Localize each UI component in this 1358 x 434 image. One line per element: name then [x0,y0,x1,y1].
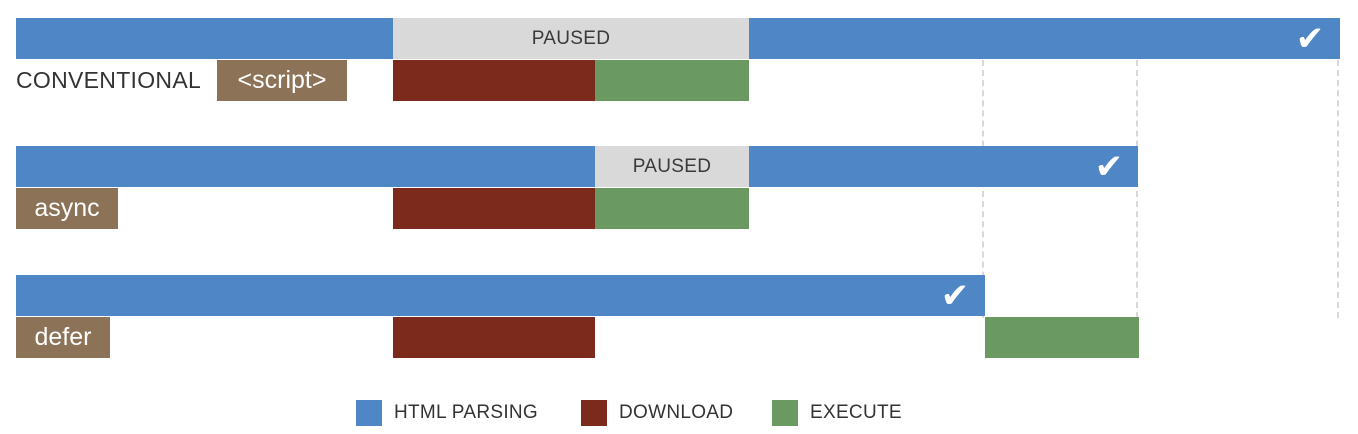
defer-execute-bar [985,317,1139,358]
conventional-paused-bar: PAUSED [393,18,749,59]
legend-item-execute: EXECUTE [772,400,902,426]
async-execute-bar [595,188,749,229]
conventional-execute-bar [595,60,749,101]
conventional-script-tag: <script> [217,60,347,101]
conventional-label: CONVENTIONAL [16,67,202,93]
legend-label-html-parsing: HTML PARSING [394,402,539,423]
conventional-check-icon: ✔ [1295,20,1325,58]
defer-download-bar [393,317,595,358]
guide-line-conventional-end [1337,60,1339,318]
async-paused-bar: PAUSED [595,146,749,187]
conventional-download-bar [393,60,595,101]
legend-swatch-html-parsing [356,400,382,426]
legend-label-download: DOWNLOAD [619,402,734,423]
conventional-paused-label: PAUSED [531,27,611,49]
legend-swatch-execute [772,400,798,426]
conventional-parsing-bar-1 [16,18,393,59]
async-parsing-bar-2 [749,146,1138,187]
conventional-parsing-bar-2 [749,18,1340,59]
guide-line-async-end [1136,60,1138,318]
legend-swatch-download [581,400,607,426]
defer-tag: defer [16,317,110,358]
async-download-bar [393,188,595,229]
async-check-icon: ✔ [1094,148,1124,186]
defer-check-icon: ✔ [940,277,970,315]
legend-item-download: DOWNLOAD [581,400,733,426]
async-parsing-bar-1 [16,146,595,187]
guide-line-defer-end [982,60,984,318]
legend-item-html-parsing: HTML PARSING [356,400,538,426]
async-tag: async [16,188,118,229]
defer-parsing-bar [16,275,985,316]
legend-label-execute: EXECUTE [810,402,902,423]
async-paused-label: PAUSED [632,155,712,177]
